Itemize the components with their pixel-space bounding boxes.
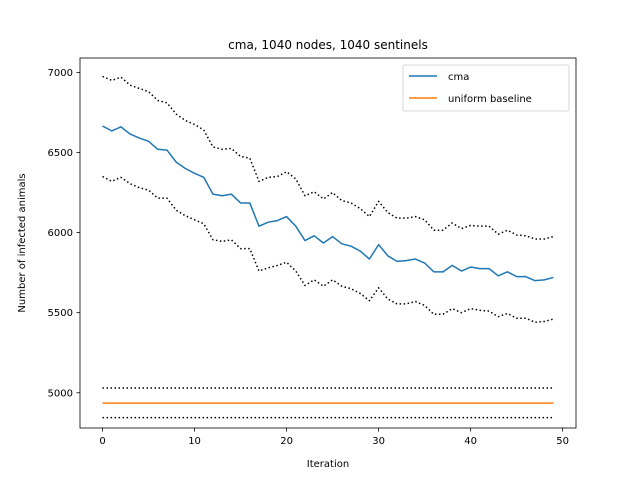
x-tick-label: 0 [99,436,105,447]
series-line-2 [102,175,554,324]
y-tick-label: 6500 [48,148,73,159]
y-axis-label: Number of infected animals [17,173,28,312]
x-tick-label: 50 [556,436,569,447]
legend-label: uniform baseline [448,94,532,105]
y-axis: 5000 5500 6000 6500 7000 [48,68,80,399]
chart-title: cma, 1040 nodes, 1040 sentinels [228,38,428,52]
x-tick-label: 10 [188,436,201,447]
plot-lines [102,75,554,419]
legend-box [402,64,570,112]
x-axis-label: Iteration [307,459,349,470]
legend-label: cma [448,72,469,83]
series-line-0 [102,125,554,282]
y-tick-label: 6000 [48,228,73,239]
y-tick-label: 5500 [48,308,73,319]
x-tick-label: 40 [464,436,477,447]
x-tick-label: 20 [280,436,293,447]
plot-frame [79,57,577,429]
x-axis: 0 10 20 30 40 50 [99,428,569,447]
y-tick-label: 7000 [48,68,73,79]
y-tick-label: 5000 [48,388,73,399]
x-tick-label: 30 [372,436,385,447]
series-line-1 [102,75,554,240]
legend: cma uniform baseline [402,64,570,112]
